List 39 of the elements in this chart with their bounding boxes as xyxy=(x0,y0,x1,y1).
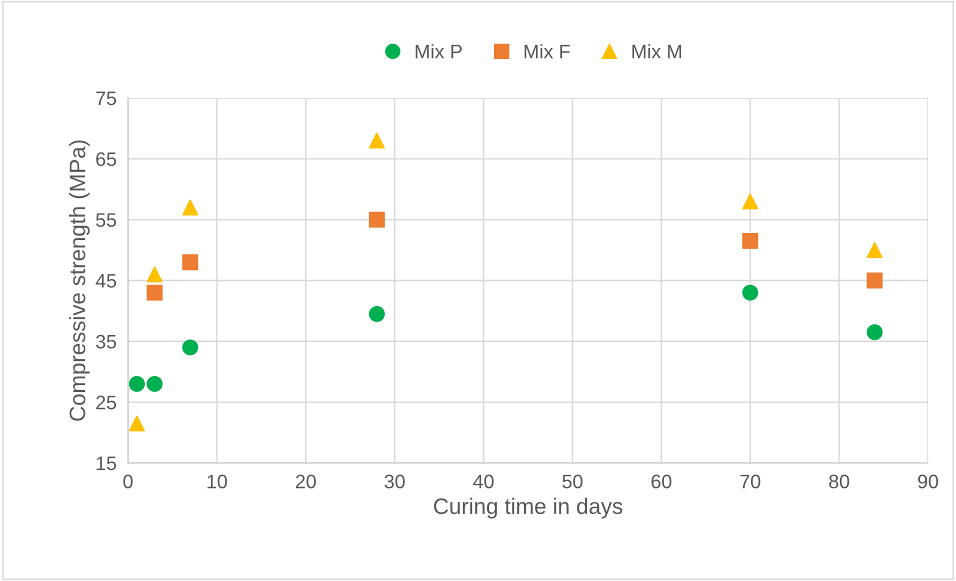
y-tick-label: 15 xyxy=(96,456,116,470)
x-tick-label: 70 xyxy=(740,474,760,488)
x-tick-label: 0 xyxy=(123,474,133,488)
point xyxy=(368,306,385,322)
x-tick-label: 40 xyxy=(473,474,494,488)
point xyxy=(146,266,163,282)
x-tick-label: 20 xyxy=(296,474,316,488)
point xyxy=(182,200,198,216)
point xyxy=(128,415,145,432)
x-axis-title: Curing time in days xyxy=(434,498,622,519)
y-tick-label: 25 xyxy=(96,396,116,410)
point xyxy=(368,132,385,149)
point xyxy=(866,272,883,288)
y-tick-label: 65 xyxy=(96,152,116,166)
x-tick-label: 90 xyxy=(918,474,938,488)
point xyxy=(182,339,198,356)
point xyxy=(742,284,758,301)
point xyxy=(742,232,758,249)
x-tick-label: 60 xyxy=(652,474,672,488)
legend-label: Mix F xyxy=(524,44,570,58)
point xyxy=(742,193,758,210)
y-axis-title: Compressive strength (MPa) xyxy=(68,140,90,421)
legend-label: Mix P xyxy=(416,44,462,58)
x-tick-label: 50 xyxy=(562,474,582,488)
y-tick-label: 45 xyxy=(96,274,116,288)
point xyxy=(866,242,883,258)
y-tick-label: 75 xyxy=(96,92,116,106)
point xyxy=(146,376,163,392)
point xyxy=(146,284,163,301)
point xyxy=(182,254,198,270)
y-tick-label: 35 xyxy=(96,334,116,349)
x-tick-label: 30 xyxy=(384,474,405,488)
x-tick-label: 10 xyxy=(208,474,227,488)
point xyxy=(128,376,145,392)
legend-label: Mix M xyxy=(632,44,682,58)
x-tick-label: 80 xyxy=(829,474,850,488)
point xyxy=(368,212,385,228)
point xyxy=(866,324,883,340)
y-tick-label: 55 xyxy=(96,213,116,227)
